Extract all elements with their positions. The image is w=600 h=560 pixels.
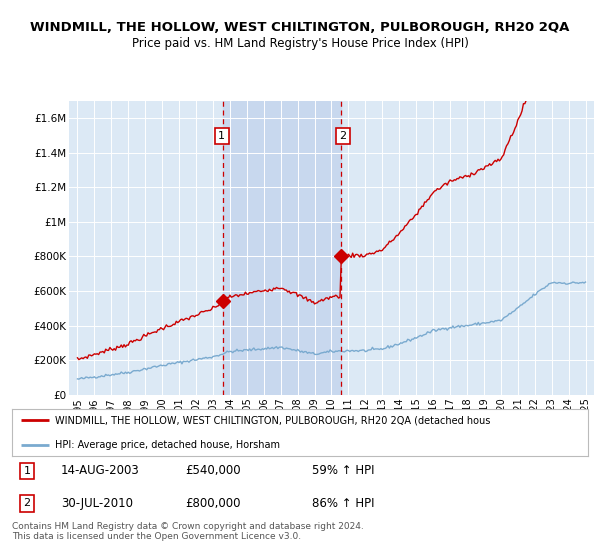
Text: 30-JUL-2010: 30-JUL-2010 <box>61 497 133 510</box>
Text: HPI: Average price, detached house, Horsham: HPI: Average price, detached house, Hors… <box>55 440 280 450</box>
Text: £540,000: £540,000 <box>185 464 241 478</box>
Bar <box>223 101 341 395</box>
Text: WINDMILL, THE HOLLOW, WEST CHILTINGTON, PULBOROUGH, RH20 2QA (detached hous: WINDMILL, THE HOLLOW, WEST CHILTINGTON, … <box>55 415 491 425</box>
Text: 59% ↑ HPI: 59% ↑ HPI <box>311 464 374 478</box>
Text: £800,000: £800,000 <box>185 497 240 510</box>
Text: 1: 1 <box>23 466 31 476</box>
Text: 1: 1 <box>218 131 225 141</box>
Text: WINDMILL, THE HOLLOW, WEST CHILTINGTON, PULBOROUGH, RH20 2QA: WINDMILL, THE HOLLOW, WEST CHILTINGTON, … <box>31 21 569 34</box>
Text: Price paid vs. HM Land Registry's House Price Index (HPI): Price paid vs. HM Land Registry's House … <box>131 37 469 50</box>
Text: 86% ↑ HPI: 86% ↑ HPI <box>311 497 374 510</box>
Text: 14-AUG-2003: 14-AUG-2003 <box>61 464 140 478</box>
Text: Contains HM Land Registry data © Crown copyright and database right 2024.
This d: Contains HM Land Registry data © Crown c… <box>12 522 364 542</box>
Text: 2: 2 <box>340 131 347 141</box>
Text: 2: 2 <box>23 498 31 508</box>
